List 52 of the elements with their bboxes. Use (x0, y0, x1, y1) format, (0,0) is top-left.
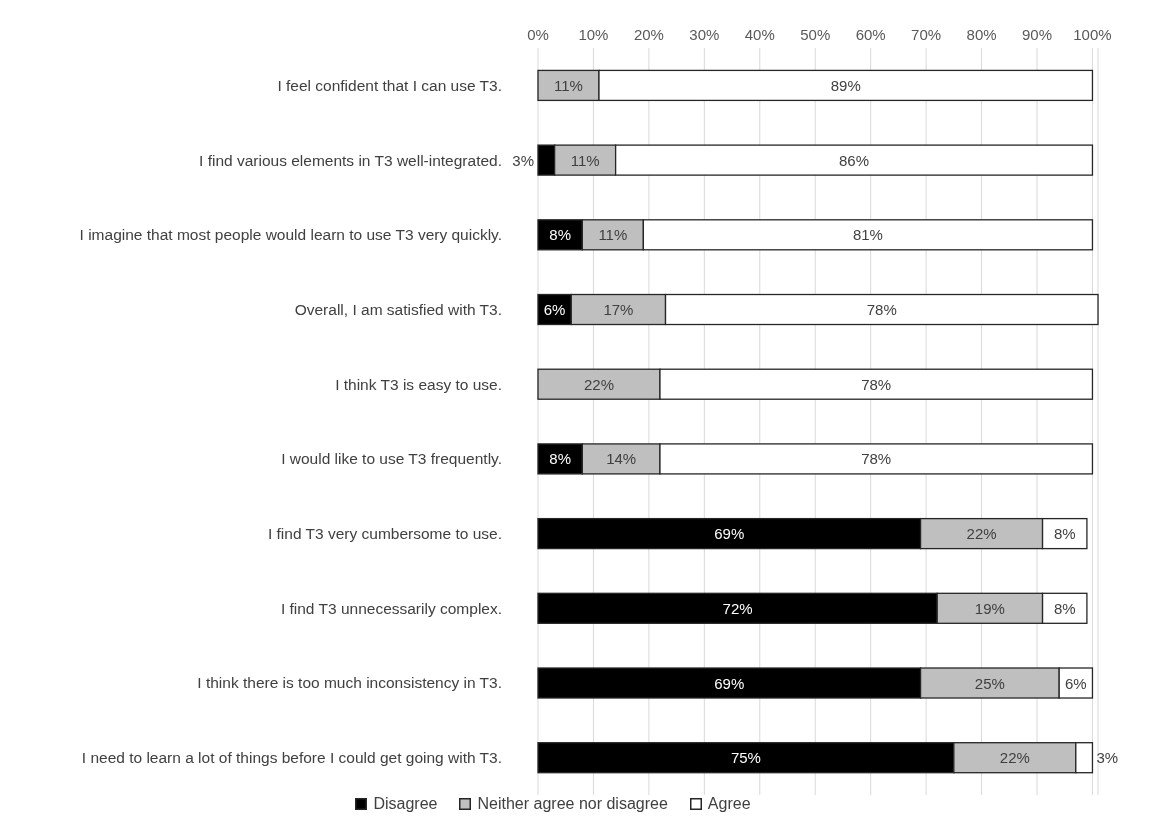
data-label: 6% (543, 301, 566, 319)
data-label: 8% (1053, 525, 1076, 543)
data-label: 11% (598, 226, 628, 244)
data-label: 22% (583, 375, 615, 393)
x-tick-label: 50% (800, 26, 831, 43)
y-tick-label: I need to learn a lot of things before I could get going with T3. (81, 749, 502, 767)
data-label: 78% (866, 301, 897, 319)
data-label: 22% (966, 525, 997, 543)
data-label: 86% (839, 151, 870, 169)
legend-label: Neither agree nor disagree (477, 795, 668, 813)
x-tick-label: 10% (578, 26, 609, 43)
data-label: 11% (570, 151, 600, 169)
y-tick-label: I find various elements in T3 well-integrated. (199, 151, 502, 169)
data-label: 78% (861, 450, 892, 468)
x-tick-label: 30% (689, 26, 720, 43)
data-label: 3% (512, 151, 534, 169)
x-tick-label: 70% (911, 26, 942, 43)
x-tick-label: 90% (1021, 26, 1053, 43)
x-tick-label: 100% (1073, 26, 1112, 43)
data-label: 89% (830, 76, 861, 94)
x-tick-label: 60% (855, 26, 886, 43)
data-label: 3% (1096, 749, 1119, 767)
data-label: 75% (730, 749, 761, 767)
data-label: 69% (714, 674, 745, 692)
data-label: 8% (549, 226, 572, 244)
data-label: 8% (1053, 599, 1076, 617)
data-label: 69% (714, 525, 745, 543)
legend-label: Disagree (373, 795, 438, 813)
data-label: 22% (999, 749, 1030, 767)
data-label: 81% (852, 226, 883, 244)
data-label: 6% (1064, 674, 1087, 692)
y-tick-label: I think there is too much inconsistency in T3. (197, 674, 502, 692)
y-tick-label: Overall, I am satisfied with T3. (294, 300, 502, 318)
x-tick-label: 40% (744, 26, 775, 43)
x-tick-label: 0% (527, 26, 549, 43)
data-label: 14% (606, 450, 637, 468)
data-label: 8% (549, 450, 572, 468)
y-tick-label: I feel confident that I can use T3. (277, 76, 502, 94)
data-label: 19% (974, 599, 1005, 617)
x-tick-label: 80% (966, 26, 997, 43)
y-tick-label: I would like to use T3 frequently. (281, 450, 502, 468)
data-label: 72% (722, 599, 753, 617)
y-tick-label: I find T3 unnecessarily complex. (280, 599, 502, 617)
data-label: 17% (603, 301, 634, 319)
data-label: 78% (861, 375, 892, 393)
y-tick-label: I imagine that most people would learn to use T3 very quickly. (79, 226, 502, 244)
data-label: 25% (974, 674, 1005, 692)
legend-label: Agree (707, 795, 751, 813)
y-tick-label: I find T3 very cumbersome to use. (267, 525, 502, 543)
x-tick-label: 20% (633, 26, 664, 43)
data-label: 11% (554, 76, 583, 94)
y-tick-label: I think T3 is easy to use. (335, 375, 502, 393)
